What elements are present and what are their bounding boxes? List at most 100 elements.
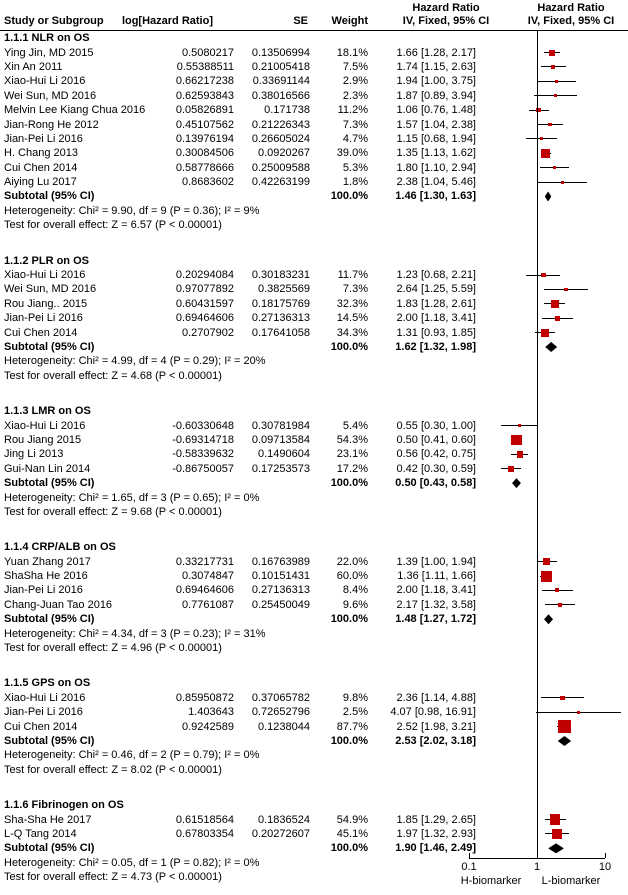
effect-marker [541, 148, 551, 158]
study-name: Rou Jiang 2015 [4, 433, 82, 446]
hr-ci-value: 0.50 [0.41, 0.60] [396, 433, 476, 446]
study-row: Xiao-Hui Li 2016 -0.60330648 0.30781984 5.4… [0, 418, 628, 432]
study-row: Cui Chen 2014 0.58778666 0.25009588 5.3% 1.8… [0, 161, 628, 175]
heterogeneity-text: Heterogeneity: Chi² = 1.65, df = 3 (P = … [4, 491, 260, 504]
hr-ci-value: 1.57 [1.04, 2.38] [396, 118, 476, 131]
se-value: 0.16763989 [251, 555, 310, 568]
weight-value: 17.2% [336, 462, 368, 475]
hr-ci-value: 0.50 [0.43, 0.58] [395, 477, 476, 490]
study-row: Jian-Pei Li 2016 1.403643 0.72652796 2.5% 4.… [0, 705, 628, 719]
study-row: Jing Li 2013 -0.58339632 0.1490604 23.1% 0.5… [0, 447, 628, 461]
log-hr-value: 0.67803354 [175, 827, 234, 840]
se-value: 0.30781984 [251, 419, 310, 432]
section-gap [0, 519, 628, 540]
effect-marker [553, 94, 557, 98]
heterogeneity-note: Heterogeneity: Chi² = 4.99, df = 4 (P = … [0, 354, 628, 368]
se-value: 0.30183231 [251, 269, 310, 282]
effect-marker [552, 166, 556, 170]
subtotal-diamond [557, 735, 572, 746]
subtotal-row: Subtotal (95% CI) 100.0% 1.62 [1.32, 1.98] [0, 340, 628, 354]
effect-marker [548, 49, 555, 56]
subtotal-diamond [544, 614, 553, 625]
se-value: 0.0920267 [258, 147, 310, 160]
hr-ci-value: 4.07 [0.98, 16.91] [390, 706, 476, 719]
study-name: Cui Chen 2014 [4, 720, 78, 733]
section-title: 1.1.1 NLR on OS [0, 31, 628, 45]
heterogeneity-note: Heterogeneity: Chi² = 1.65, df = 3 (P = … [0, 490, 628, 504]
section-title: 1.1.4 CRP/ALB on OS [0, 540, 628, 554]
overall-effect-text: Test for overall effect: Z = 9.68 (P < 0… [4, 505, 222, 518]
heterogeneity-note: Heterogeneity: Chi² = 0.05, df = 1 (P = … [0, 856, 628, 870]
hr-ci-value: 2.64 [1.25, 5.59] [396, 283, 476, 296]
overall-effect-note: Test for overall effect: Z = 4.68 (P < 0… [0, 369, 628, 383]
x-axis-tick [537, 853, 538, 858]
weight-value: 100.0% [330, 734, 368, 747]
study-column-header: Study or Subgroup [4, 15, 104, 27]
study-row: Jian-Pei Li 2016 0.69464606 0.27136313 14.5… [0, 311, 628, 325]
study-row: Gui-Nan Lin 2014 -0.86750057 0.17253573 17.… [0, 462, 628, 476]
weight-value: 18.1% [336, 46, 368, 59]
section-title-text: 1.1.4 CRP/ALB on OS [4, 541, 116, 554]
weight-value: 7.3% [342, 118, 368, 131]
weight-value: 7.3% [342, 283, 368, 296]
log-hr-value: 0.66217238 [175, 75, 234, 88]
study-name: H. Chang 2013 [4, 147, 78, 160]
study-row: L-Q Tang 2014 0.67803354 0.20272607 45.1% 1.… [0, 827, 628, 841]
hr-ci-value: 1.06 [0.76, 1.48] [396, 104, 476, 117]
heterogeneity-note: Heterogeneity: Chi² = 0.46, df = 2 (P = … [0, 748, 628, 762]
log-hr-value: 0.62593843 [175, 89, 234, 102]
overall-effect-note: Test for overall effect: Z = 8.02 (P < 0… [0, 763, 628, 777]
favours-right-label: L-biomarker [541, 875, 601, 887]
hr-ci-value: 1.74 [1.15, 2.63] [396, 60, 476, 73]
log-hr-value: 0.5080217 [182, 46, 234, 59]
x-axis-tick-label: 0.1 [461, 861, 477, 873]
hr-ci-value: 1.35 [1.13, 1.62] [396, 147, 476, 160]
column-header: Hazard Ratio Hazard Ratio Study or Subgr… [0, 0, 628, 31]
hr-ci-value: 2.00 [1.18, 3.41] [396, 584, 476, 597]
log-hr-value: 0.69464606 [175, 312, 234, 325]
study-row: Jian-Pei Li 2016 0.13976194 0.26605024 4.7%… [0, 132, 628, 146]
hr-ci-value: 0.56 [0.42, 0.75] [396, 448, 476, 461]
section-title-text: 1.1.2 PLR on OS [4, 254, 89, 267]
study-name: Xiao-Hui Li 2016 [4, 419, 86, 432]
study-name: Chang-Juan Tao 2016 [4, 598, 113, 611]
effect-marker [536, 107, 542, 113]
study-name: Jian-Pei Li 2016 [4, 584, 83, 597]
effect-marker [557, 602, 563, 608]
log-hr-value: 0.69464606 [175, 584, 234, 597]
study-name: Gui-Nan Lin 2014 [4, 462, 91, 475]
overall-effect-text: Test for overall effect: Z = 4.68 (P < 0… [4, 369, 222, 382]
effect-marker [561, 180, 565, 184]
section-title: 1.1.5 GPS on OS [0, 676, 628, 690]
se-value: 0.3825569 [258, 283, 310, 296]
log-hr-value: 0.20294084 [175, 269, 234, 282]
log-hr-value: 1.403643 [188, 706, 234, 719]
hr-ci-value: 1.36 [1.11, 1.66] [397, 570, 476, 583]
effect-marker [557, 720, 571, 734]
weight-value: 100.0% [330, 190, 368, 203]
overall-effect-note: Test for overall effect: Z = 4.96 (P < 0… [0, 641, 628, 655]
weight-value: 4.7% [342, 132, 368, 145]
weight-value: 9.6% [342, 598, 368, 611]
effect-marker [551, 65, 556, 69]
effect-marker [548, 122, 553, 127]
favours-left-label: H-biomarker [460, 875, 522, 887]
study-row: Chang-Juan Tao 2016 0.7761087 0.25450049 9.… [0, 598, 628, 612]
log-hr-value: 0.33217731 [175, 555, 234, 568]
x-axis-tick [605, 853, 606, 858]
hr-ci-value: 1.46 [1.30, 1.63] [395, 190, 476, 203]
log-hr-value: 0.58778666 [175, 161, 234, 174]
log-hr-value: -0.86750057 [172, 462, 234, 475]
hr-ci-value: 2.53 [2.02, 3.18] [395, 734, 476, 747]
log-hr-value: -0.69314718 [172, 433, 234, 446]
overall-effect-note: Test for overall effect: Z = 6.57 (P < 0… [0, 218, 628, 232]
study-row: Jian-Pei Li 2016 0.69464606 0.27136313 8.4%… [0, 583, 628, 597]
section-gap [0, 655, 628, 676]
weight-value: 11.7% [337, 269, 368, 282]
hr-ci-value: 0.42 [0.30, 0.59] [396, 462, 476, 475]
log-hr-value: 0.3074847 [182, 570, 234, 583]
effect-marker [552, 829, 562, 839]
se-value: 0.26605024 [251, 132, 310, 145]
se-value: 0.21226343 [251, 118, 310, 131]
log-hr-value: 0.7761087 [182, 598, 234, 611]
